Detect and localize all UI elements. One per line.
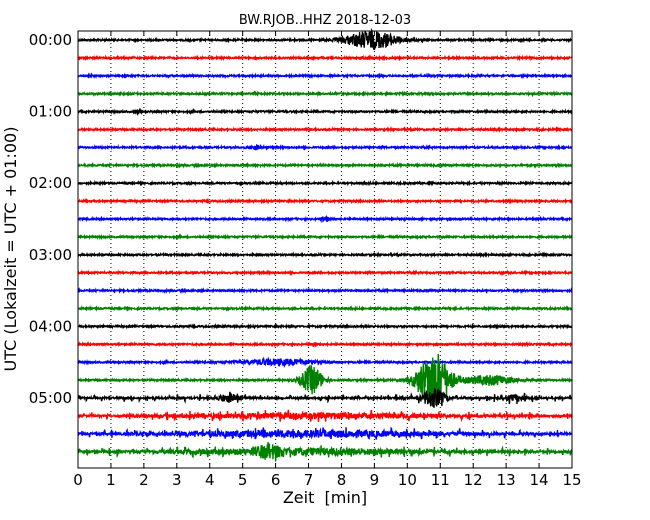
x-tick-label: 3: [172, 471, 182, 489]
x-tick-label: 1: [106, 471, 116, 489]
x-tick-label: 12: [464, 471, 483, 489]
trace-line: [77, 340, 573, 348]
x-tick-label: 8: [337, 471, 347, 489]
trace-line: [77, 287, 573, 295]
trace-line: [77, 409, 573, 423]
x-tick-label: 15: [562, 471, 581, 489]
trace-line: [77, 426, 573, 440]
y-axis-ticks: 00:00 01:00 02:00 03:00 04:00 05:00: [29, 31, 572, 407]
trace-line: [77, 143, 573, 151]
x-tick-label: 9: [370, 471, 380, 489]
x-tick-label: 5: [238, 471, 248, 489]
trace-line: [77, 304, 573, 312]
chart-title: BW.RJOB..HHZ 2018-12-03: [239, 13, 411, 28]
y-axis-label: UTC (Lokalzeit = UTC + 01:00): [1, 127, 20, 372]
trace-line: [77, 356, 573, 369]
trace-line: [77, 251, 573, 259]
y-tick-label: 04:00: [29, 317, 72, 335]
plot-frame: [77, 30, 573, 469]
x-tick-label: 7: [304, 471, 314, 489]
trace-line: [77, 161, 573, 169]
plot-area: [78, 31, 572, 468]
x-tick-label: 11: [431, 471, 450, 489]
trace-line: [77, 441, 573, 462]
trace-line: [77, 214, 573, 224]
trace-line: [77, 354, 573, 406]
x-axis-ticks: 0 1 2 3 4 5 6 7 8 9 10 11 12 13 14 15: [73, 31, 582, 489]
trace-line: [77, 197, 573, 205]
x-tick-label: 4: [205, 471, 215, 489]
x-tick-label: 10: [398, 471, 417, 489]
trace-line: [77, 72, 573, 80]
y-tick-label: 01:00: [29, 103, 72, 121]
x-tick-label: 2: [139, 471, 149, 489]
y-tick-label: 05:00: [29, 389, 72, 407]
trace-line: [77, 233, 573, 241]
seismic-traces: [77, 27, 573, 462]
trace-line: [77, 388, 573, 408]
trace-line: [77, 179, 573, 187]
trace-line: [77, 54, 573, 62]
trace-line: [77, 269, 573, 277]
x-tick-label: 0: [73, 471, 83, 489]
trace-line: [77, 27, 573, 51]
trace-line: [77, 125, 573, 133]
x-tick-label: 14: [530, 471, 549, 489]
trace-line: [77, 322, 573, 330]
y-tick-label: 02:00: [29, 174, 72, 192]
trace-line: [77, 90, 573, 98]
y-tick-label: 00:00: [29, 31, 72, 49]
x-axis-label: Zeit [min]: [283, 488, 367, 507]
y-tick-label: 03:00: [29, 246, 72, 264]
x-tick-label: 6: [271, 471, 281, 489]
x-tick-label: 13: [497, 471, 516, 489]
trace-line: [77, 107, 573, 117]
